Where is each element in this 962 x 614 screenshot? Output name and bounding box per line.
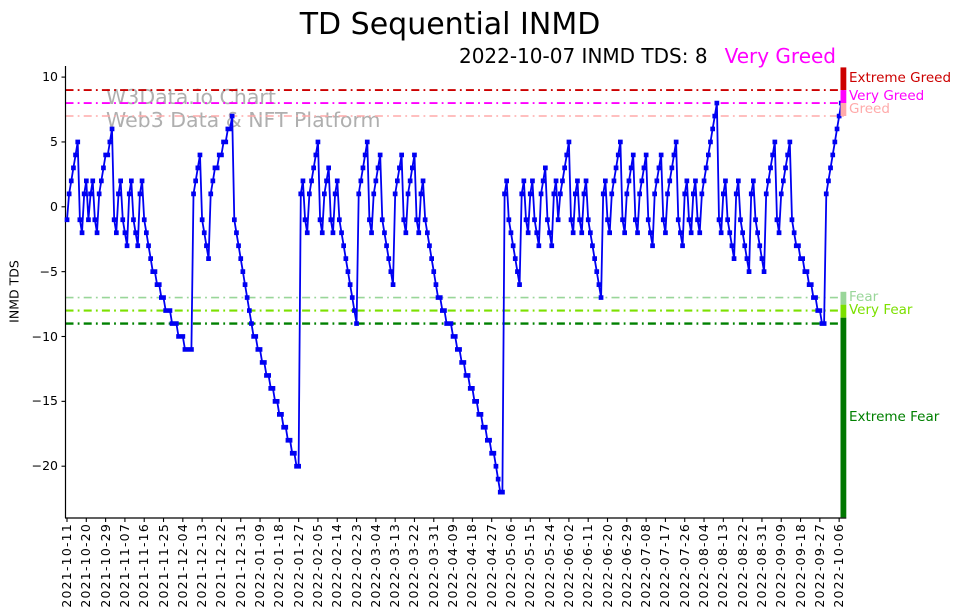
y-tick-label: 10 (42, 69, 58, 85)
y-tick-label: −15 (31, 393, 58, 409)
x-tick-label: 2022-09-09 (773, 523, 789, 608)
x-tick-label: 2022-02-05 (309, 523, 325, 608)
chart-subtitle: 2022-10-07 INMD TDS: 8 Very Greed (459, 44, 836, 68)
y-tick-label: −20 (31, 458, 58, 474)
x-tick-label: 2022-01-09 (252, 523, 268, 608)
subtitle-status-badge: Very Greed (724, 44, 836, 68)
x-tick-label: 2022-09-27 (811, 523, 827, 608)
x-tick-label: 2022-02-23 (348, 523, 364, 608)
x-tick-label: 2022-04-27 (483, 523, 499, 608)
x-tick-label: 2021-10-11 (59, 523, 74, 608)
watermark-line2: Web3 Data & NFT Platform (106, 108, 381, 132)
x-tick-label: 2021-11-25 (155, 523, 171, 608)
zone-bar-fear (840, 291, 847, 305)
x-tick-label: 2022-01-27 (290, 523, 306, 608)
x-tick-label: 2021-12-31 (232, 523, 248, 608)
x-tick-label: 2021-12-13 (194, 523, 210, 608)
x-tick-label: 2022-08-31 (753, 523, 769, 608)
x-tick-label: 2022-08-22 (734, 523, 750, 608)
zone-bar-greed (840, 103, 847, 116)
x-tick-label: 2021-10-20 (78, 523, 94, 608)
x-tick-label: 2022-07-08 (638, 523, 654, 608)
zone-label-greed: Greed (849, 100, 890, 117)
zone-bar-very-fear (840, 304, 847, 318)
x-tick-label: 2022-06-02 (560, 523, 576, 608)
zone-label-fear: Fear (849, 289, 879, 306)
y-tick-label: −5 (39, 263, 58, 279)
x-tick-label: 2022-06-20 (599, 523, 615, 608)
x-tick-label: 2021-12-22 (213, 523, 229, 608)
x-tick-label: 2022-06-29 (618, 523, 634, 608)
x-tick-label: 2021-12-04 (174, 523, 190, 608)
watermark: W3Data.io Chart Web3 Data & NFT Platform (106, 86, 380, 132)
subtitle-date-value: 2022-10-07 INMD TDS: 8 (458, 44, 708, 68)
x-tick-label: 2022-05-15 (522, 523, 538, 608)
zone-bar-very-greed (840, 90, 847, 104)
x-tick-label: 2022-03-13 (387, 523, 403, 608)
x-tick-label: 2022-03-31 (425, 523, 441, 608)
x-tick-label: 2022-05-06 (502, 523, 518, 608)
chart-title: TD Sequential INMD (299, 7, 601, 42)
zone-bar-extreme-greed (840, 67, 847, 91)
x-tick-label: 2022-04-18 (464, 523, 480, 608)
y-tick-label: 5 (50, 133, 58, 149)
x-tick-label: 2021-11-16 (136, 523, 152, 608)
zone-bar-extreme-fear (840, 317, 847, 518)
x-tick-label: 2022-02-14 (329, 523, 345, 608)
x-tick-label: 2022-07-17 (657, 523, 673, 608)
x-tick-label: 2022-03-22 (406, 523, 422, 608)
zone-label-extreme-greed: Extreme Greed (849, 69, 952, 86)
y-tick-label: 0 (50, 198, 58, 214)
zone-label-extreme-fear: Extreme Fear (849, 408, 940, 425)
x-tick-label: 2022-06-11 (580, 523, 596, 608)
zone-label-very-greed: Very Greed (849, 87, 925, 104)
zone-label-very-fear: Very Fear (849, 302, 913, 319)
x-tick-label: 2022-04-09 (445, 523, 461, 608)
x-tick-label: 2021-11-07 (116, 523, 132, 608)
x-tick-label: 2022-01-18 (271, 523, 287, 608)
x-tick-label: 2022-08-13 (715, 523, 731, 608)
x-tick-label: 2022-05-24 (541, 523, 557, 608)
x-tick-label: 2021-10-29 (97, 523, 113, 608)
x-tick-label: 2022-03-04 (367, 523, 383, 608)
x-tick-label: 2022-07-26 (676, 523, 692, 608)
y-tick-label: −10 (31, 328, 58, 344)
x-tick-label: 2022-08-04 (696, 523, 712, 608)
x-tick-label: 2022-09-18 (792, 523, 808, 608)
x-tick-label: 2022-10-06 (831, 523, 847, 608)
